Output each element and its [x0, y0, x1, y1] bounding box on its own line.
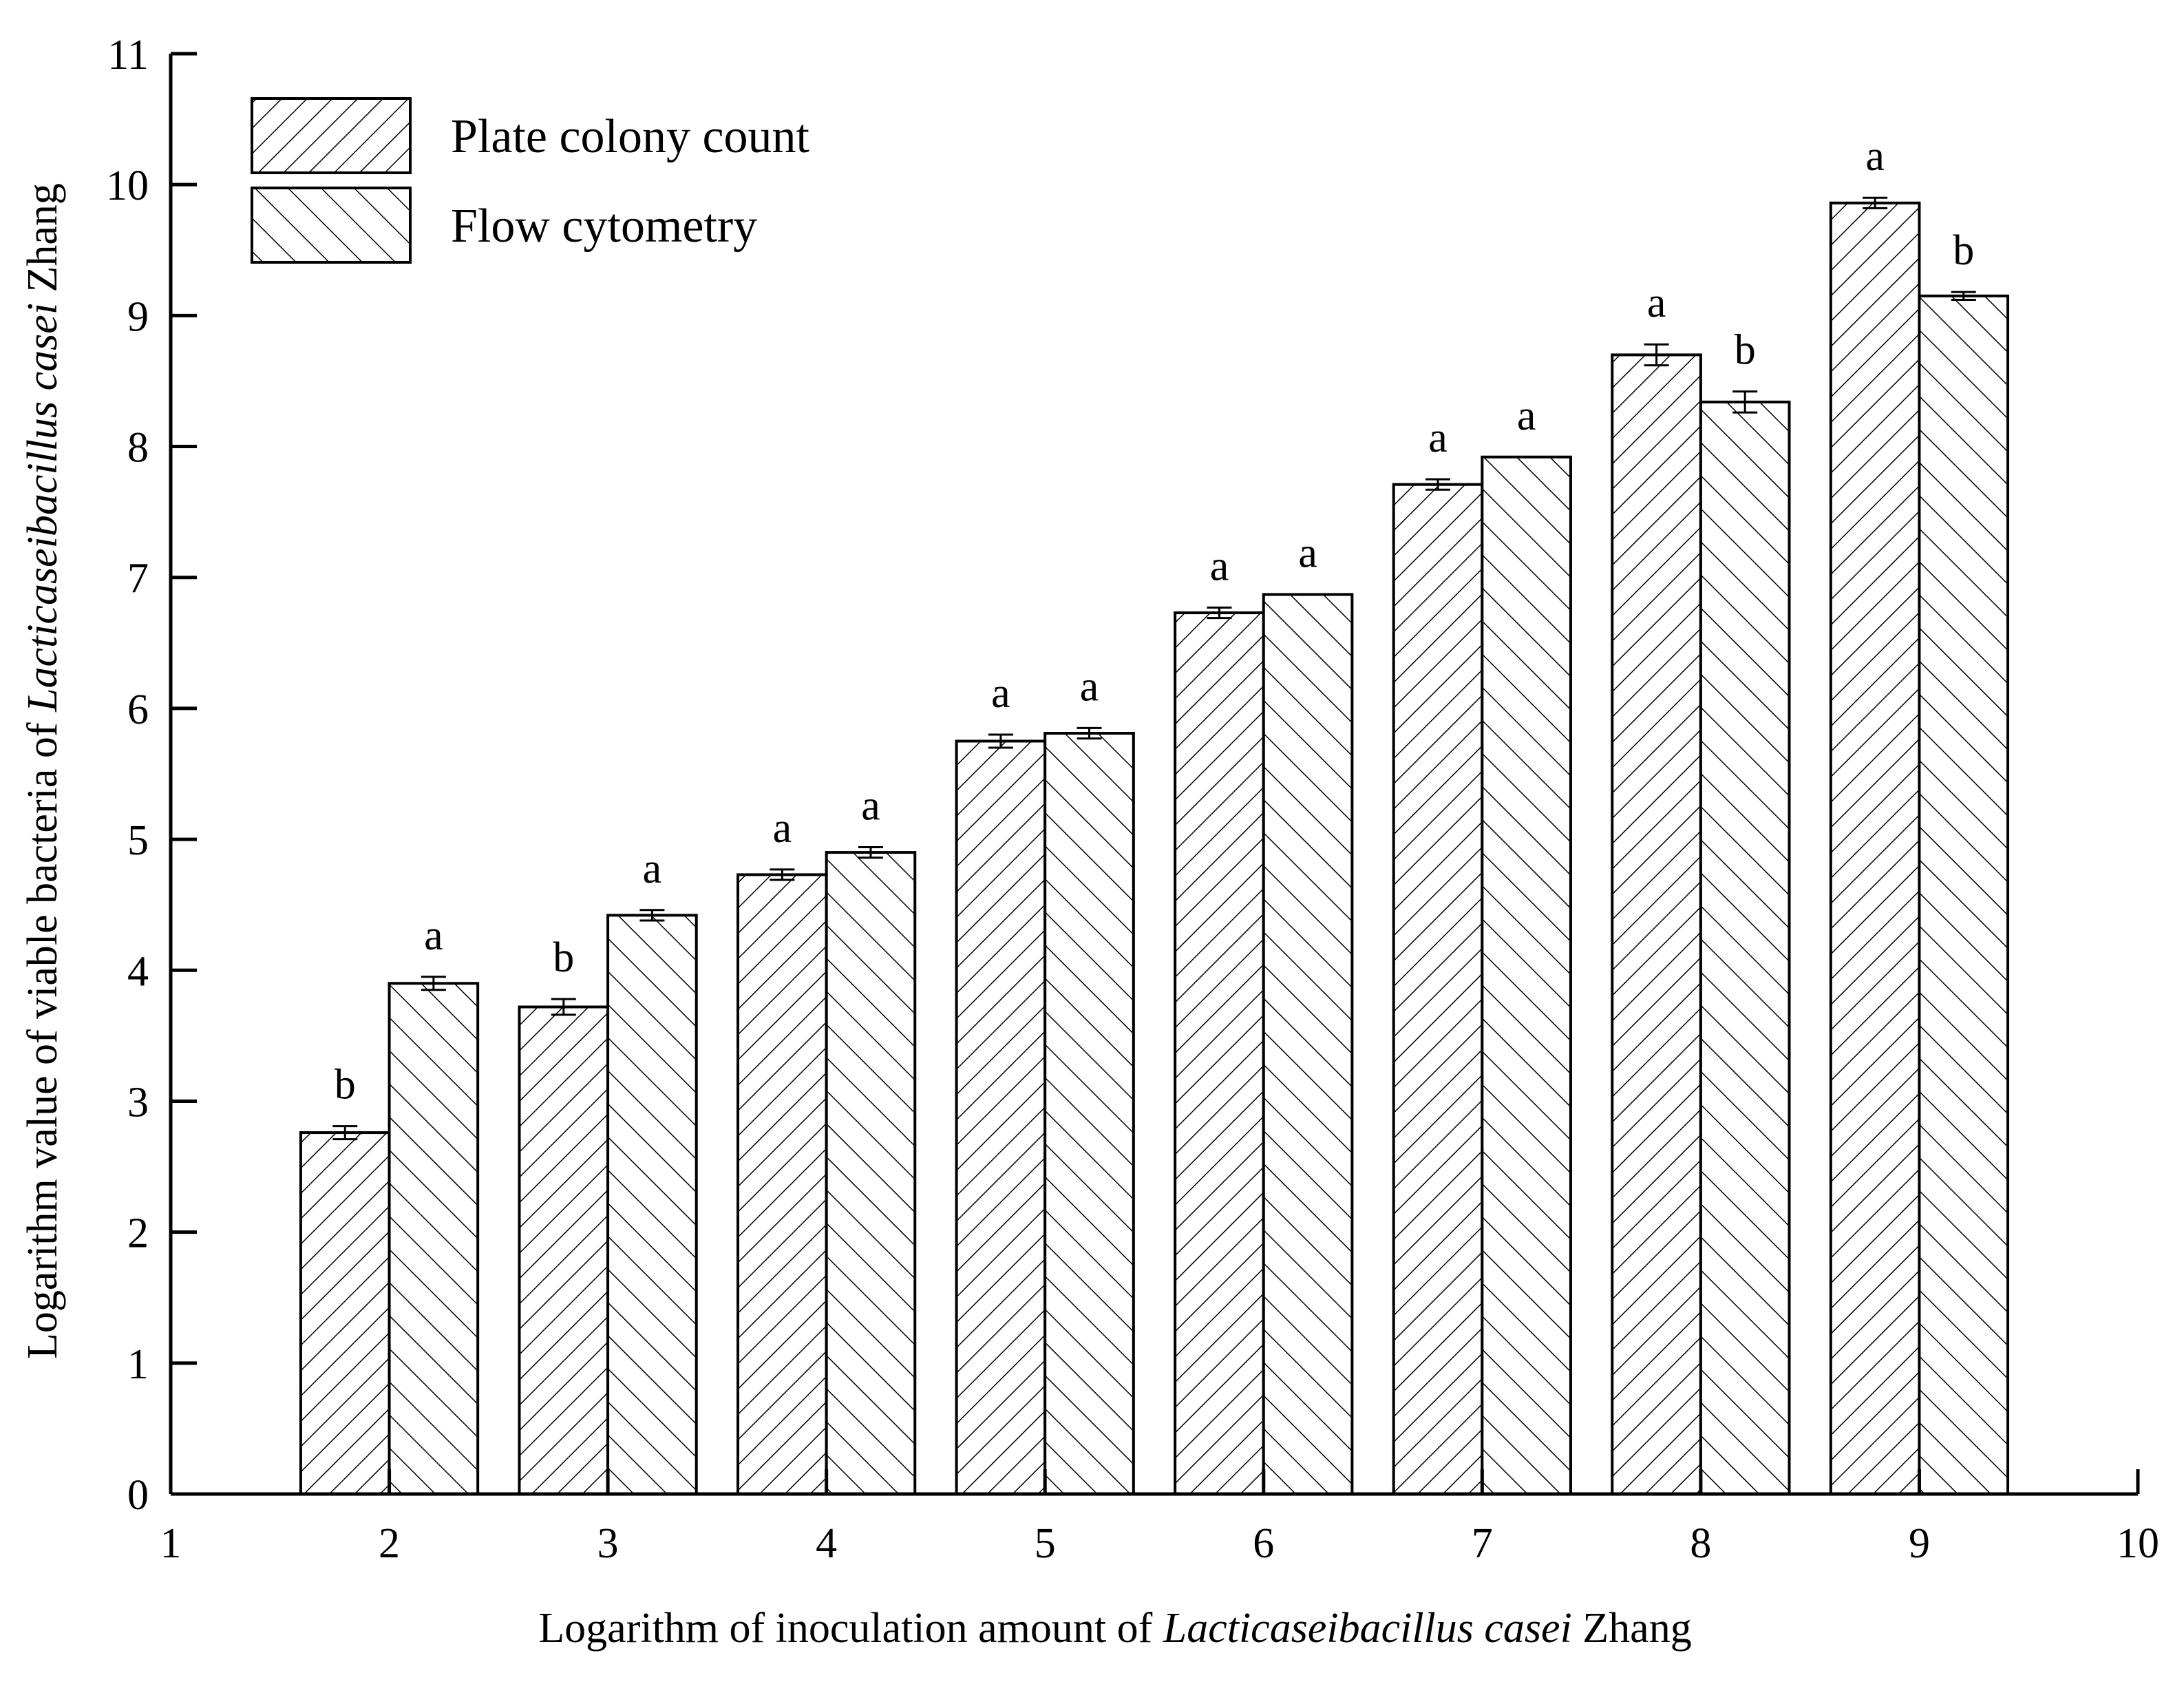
significance-label: a	[773, 805, 792, 852]
bar	[388, 982, 480, 1495]
error-bar	[332, 1125, 358, 1141]
x-tick-label: 3	[597, 1520, 619, 1567]
error-bar	[988, 733, 1013, 749]
x-tick-label: 10	[2117, 1520, 2159, 1567]
significance-label: a	[1865, 133, 1885, 180]
x-tick-label: 9	[1909, 1520, 1930, 1567]
significance-label: a	[1428, 414, 1448, 461]
y-tick-label: 11	[107, 32, 149, 78]
error-bar	[421, 976, 446, 991]
error-bar	[639, 909, 665, 922]
y-tick-label: 5	[127, 817, 149, 864]
error-bar	[1951, 291, 1976, 302]
error-bar	[858, 846, 883, 859]
x-tick-label: 5	[1035, 1520, 1056, 1567]
error-bar	[1732, 390, 1758, 414]
significance-label: a	[1517, 392, 1536, 439]
y-tick-label: 4	[127, 948, 149, 995]
error-bar	[1425, 478, 1451, 491]
bar	[518, 1005, 610, 1496]
significance-label: a	[1647, 280, 1666, 326]
bar	[1918, 294, 2010, 1496]
bar	[606, 914, 698, 1495]
legend-swatch	[251, 187, 412, 264]
bar	[1392, 483, 1484, 1495]
x-tick-label: 2	[379, 1520, 400, 1567]
bar	[1481, 455, 1572, 1495]
bar	[1174, 611, 1265, 1495]
significance-label: b	[335, 1062, 356, 1108]
significance-label: a	[1298, 529, 1317, 576]
error-bar	[1644, 343, 1669, 367]
significance-label: b	[553, 934, 574, 981]
legend-label: Plate colony count	[451, 110, 810, 163]
error-bar	[1207, 606, 1232, 620]
bar	[1829, 201, 1921, 1496]
bar	[1262, 593, 1354, 1495]
y-tick-label: 3	[127, 1079, 149, 1126]
y-tick-label: 2	[127, 1210, 149, 1257]
y-tick-label: 0	[127, 1472, 149, 1519]
bar	[955, 739, 1047, 1495]
x-axis-title: Logarithm of inoculation amount of Lacti…	[538, 1605, 1691, 1652]
error-bar	[1077, 726, 1102, 740]
significance-label: a	[861, 783, 880, 830]
legend-label: Flow cytometry	[451, 200, 757, 253]
y-axis-title: Logarithm value of viable bacteria of La…	[19, 183, 66, 1359]
bar	[736, 873, 828, 1495]
significance-label: a	[991, 670, 1010, 717]
x-tick-label: 1	[160, 1520, 182, 1567]
bar	[1043, 732, 1135, 1495]
y-tick-label: 8	[127, 425, 149, 472]
bar	[1611, 353, 1702, 1495]
y-tick-label: 1	[127, 1341, 149, 1388]
error-bar	[1863, 196, 1888, 209]
significance-label: a	[643, 845, 662, 892]
significance-label: a	[1080, 663, 1099, 710]
bar	[299, 1131, 391, 1495]
bar	[1699, 400, 1791, 1495]
x-tick-label: 6	[1253, 1520, 1274, 1567]
bars-layer: b b a a a a a a a a a a a a b b	[299, 133, 2010, 1496]
legend: Plate colony count Flow cytometry	[251, 97, 810, 264]
significance-label: b	[1953, 227, 1974, 274]
significance-label: a	[1210, 543, 1229, 589]
y-tick-label: 9	[127, 293, 149, 340]
y-tick-label: 10	[106, 162, 149, 209]
bar	[825, 851, 917, 1496]
significance-label: b	[1735, 327, 1756, 374]
error-bar	[770, 868, 795, 881]
y-tick-label: 7	[127, 556, 149, 602]
significance-label: a	[424, 912, 443, 959]
y-tick-label: 6	[127, 686, 149, 733]
x-tick-label: 4	[816, 1520, 837, 1567]
x-tick-label: 8	[1690, 1520, 1711, 1567]
x-tick-label: 7	[1472, 1520, 1493, 1567]
error-bar	[551, 998, 576, 1016]
legend-swatch	[251, 97, 412, 174]
